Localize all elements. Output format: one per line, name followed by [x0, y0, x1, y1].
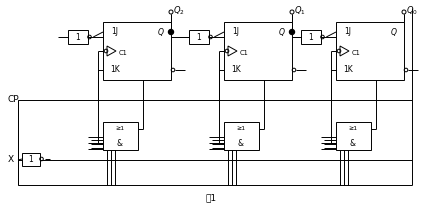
- Text: C1: C1: [240, 50, 249, 56]
- Text: &: &: [117, 139, 123, 147]
- Bar: [103, 122, 138, 150]
- Bar: [103, 22, 171, 80]
- Bar: [22, 153, 40, 166]
- Bar: [224, 22, 292, 80]
- Bar: [336, 122, 371, 150]
- Text: ≥1: ≥1: [116, 126, 124, 132]
- Text: C1: C1: [352, 50, 360, 56]
- Text: 1J: 1J: [344, 28, 352, 37]
- Text: 1J: 1J: [233, 28, 240, 37]
- Text: 1K: 1K: [110, 65, 120, 74]
- Text: 1J: 1J: [111, 28, 119, 37]
- Text: 1: 1: [76, 32, 80, 41]
- Text: CP: CP: [8, 95, 20, 104]
- Text: $Q_2$: $Q_2$: [173, 5, 185, 17]
- Text: Q: Q: [158, 28, 164, 37]
- Bar: [301, 30, 321, 44]
- Text: 1K: 1K: [231, 65, 241, 74]
- Bar: [68, 30, 88, 44]
- Text: &: &: [350, 139, 356, 147]
- Circle shape: [168, 30, 173, 34]
- Text: ≥1: ≥1: [236, 126, 246, 132]
- Text: 1K: 1K: [343, 65, 353, 74]
- Text: $Q_1$: $Q_1$: [294, 5, 306, 17]
- Text: 1: 1: [29, 154, 33, 163]
- Text: $Q_0$: $Q_0$: [406, 5, 418, 17]
- Text: Q: Q: [391, 28, 397, 37]
- Text: Q: Q: [279, 28, 285, 37]
- Text: ≥1: ≥1: [349, 126, 357, 132]
- Text: 图1: 图1: [206, 194, 216, 203]
- Text: &: &: [238, 139, 244, 147]
- Bar: [336, 22, 404, 80]
- Text: 1: 1: [197, 32, 201, 41]
- Bar: [189, 30, 209, 44]
- Circle shape: [289, 30, 295, 34]
- Text: 1: 1: [308, 32, 314, 41]
- Bar: [224, 122, 259, 150]
- Text: C1: C1: [119, 50, 127, 56]
- Text: X: X: [8, 155, 14, 164]
